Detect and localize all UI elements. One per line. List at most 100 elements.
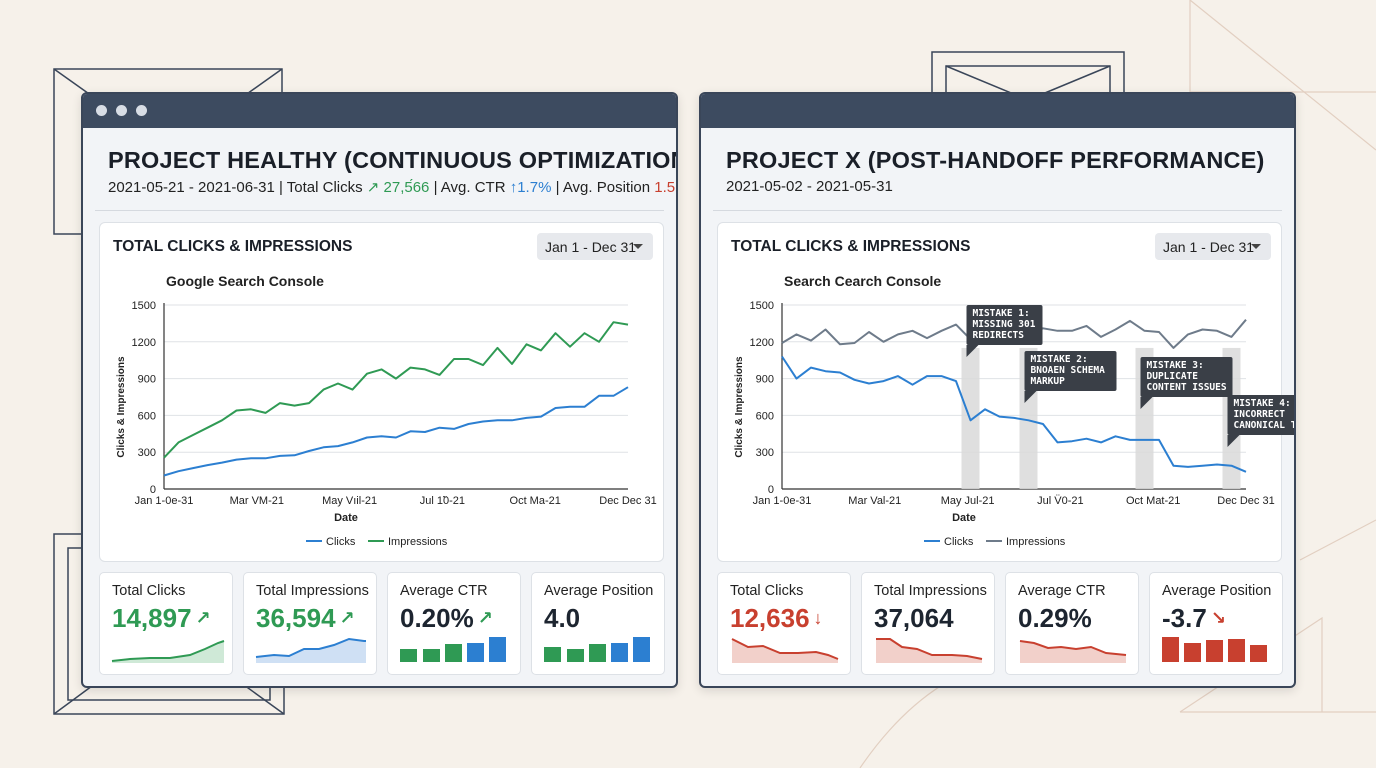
callout-text: CONTENT ISSUES — [1147, 382, 1227, 393]
chart-panel: TOTAL CLICKS & IMPRESSIONS Jan 1 - Dec 3… — [717, 222, 1294, 562]
metric-number: 0.29% — [1018, 603, 1092, 633]
series-line-impressions — [163, 321, 629, 459]
clicks-impressions-chart: 0 300 600 900 1200 1500 Jan 1-0e-31 Mar Val-21 M… — [734, 300, 1294, 548]
callout-text: BNOAEN SCHEMA — [1031, 365, 1106, 376]
metric-value: 14,897 ↗ — [112, 603, 211, 634]
sparkline-bars — [1162, 637, 1267, 662]
date-range-text: 2021-05-02 - 2021-05-31 — [726, 178, 893, 195]
divider — [95, 210, 664, 211]
callout-text: CANONICAL TAGS — [1234, 420, 1297, 431]
clicks-impressions-chart: 0 300 600 900 1200 1500 Jan 1-0e-31 Mar VM-21 Ma… — [116, 300, 657, 548]
chart-subtitle: Search Cearch Console — [784, 273, 942, 289]
date-range-label: Jan 1 - Dec 31 — [1163, 238, 1255, 255]
callout-text: DUPLICATE — [1147, 371, 1199, 382]
legend-label: Impressions — [388, 536, 448, 548]
window-dot-icon[interactable] — [136, 105, 147, 116]
metric-label: Total Impressions — [256, 583, 369, 599]
sparkline-bars — [544, 637, 650, 662]
y-tick-label: 1200 — [750, 337, 774, 349]
metric-value: 12,636 ↓ — [730, 603, 823, 634]
metric-label: Total Impressions — [874, 583, 987, 599]
callout-text: MARKUP — [1031, 376, 1066, 387]
metric-number: 37,064 — [874, 603, 954, 633]
metric-card-average-position[interactable]: Average Position -3.7 ↘ — [1149, 572, 1283, 675]
metric-label: Total Clicks — [112, 583, 186, 599]
metric-label: Average Position — [1162, 583, 1272, 599]
summary-separator: | Avg. CTR — [429, 179, 510, 196]
trend-down-icon: ↘ — [1210, 608, 1226, 628]
metric-number: 4.0 — [544, 603, 581, 633]
metric-label: Average CTR — [400, 583, 488, 599]
metric-value: 0.29% — [1018, 603, 1092, 634]
metric-card-total-clicks[interactable]: Total Clicks 14,897 ↗ — [99, 572, 233, 675]
metric-value: 37,064 — [874, 603, 954, 634]
x-tick-label: Oct Mat-21 — [1126, 495, 1180, 507]
date-range-dropdown[interactable]: Jan 1 - Dec 31 — [1155, 233, 1271, 260]
y-tick-label: 0 — [768, 484, 774, 496]
project-healthy-window: PROJECT HEALTHY (CONTINUOUS OPTIMIZATION… — [81, 92, 678, 688]
metric-card-total-clicks[interactable]: Total Clicks 12,636 ↓ — [717, 572, 851, 675]
panel-title: TOTAL CLICKS & IMPRESSIONS — [113, 238, 353, 255]
series-line-clicks — [781, 355, 1247, 473]
callout-text: REDIRECTS — [973, 330, 1025, 341]
y-tick-label: 0 — [150, 484, 156, 496]
date-range-dropdown[interactable]: Jan 1 - Dec 31 — [537, 233, 653, 260]
y-axis-label: Clicks & Impressions — [116, 356, 127, 458]
legend-label: Impressions — [1006, 536, 1066, 548]
x-tick-label: Jul 1̃0-21 — [420, 495, 465, 507]
callout-text: MISTAKE 4: — [1234, 398, 1291, 409]
project-x-window: PROJECT X (POST-HANDOFF PERFORMANCE) 202… — [699, 92, 1296, 688]
y-tick-label: 900 — [138, 374, 156, 386]
y-tick-label: 1200 — [132, 337, 156, 349]
x-tick-label: Oct Ma-21 — [510, 495, 561, 507]
page-title: PROJECT HEALTHY (CONTINUOUS OPTIMIZATION… — [108, 147, 678, 173]
window-dot-icon[interactable] — [96, 105, 107, 116]
x-axis-label: Date — [334, 512, 358, 524]
metric-number: 14,897 — [112, 603, 192, 633]
y-tick-label: 1500 — [750, 300, 774, 312]
x-tick-label: Dec Dec 31 — [599, 495, 656, 507]
divider — [713, 210, 1282, 211]
callout-text: MISTAKE 1: — [973, 308, 1030, 319]
metric-number: 36,594 — [256, 603, 336, 633]
sparkline-area — [255, 637, 366, 663]
window-dot-icon[interactable] — [116, 105, 127, 116]
date-range-text: 2021-05-21 - 2021-06-31 — [108, 179, 275, 196]
sparkline-bars — [400, 637, 506, 662]
callout-pointer — [966, 345, 979, 357]
trend-down-icon: ↓ — [813, 608, 823, 628]
x-tick-label: Mar Val-21 — [848, 495, 901, 507]
callout-text: INCORRECT — [1234, 409, 1286, 420]
y-tick-label: 1500 — [132, 300, 156, 312]
summary-separator: | Total Clicks — [274, 179, 367, 196]
metric-card-total-impressions[interactable]: Total Impressions 36,594 ↗ — [243, 572, 377, 675]
sparkline-area — [731, 638, 839, 663]
summary-separator: | Avg. Position — [551, 179, 655, 196]
metric-value: -3.7 ↘ — [1162, 603, 1226, 634]
y-tick-label: 600 — [138, 410, 156, 422]
sparkline-area — [111, 640, 225, 663]
callout-pointer — [1227, 435, 1240, 447]
metric-label: Total Clicks — [730, 583, 804, 599]
metric-value: 4.0 — [544, 603, 580, 634]
x-axis-label: Date — [952, 512, 976, 524]
x-tick-label: May Jul-21 — [941, 495, 995, 507]
metric-value: 36,594 ↗ — [256, 603, 355, 634]
caret-down-icon — [633, 244, 643, 249]
metric-card-total-impressions[interactable]: Total Impressions 37,064 — [861, 572, 995, 675]
metric-card-average-ctr[interactable]: Average CTR 0.29% — [1005, 572, 1139, 675]
trend-up-icon: ↗ — [339, 608, 355, 628]
chart-subtitle: Google Search Console — [166, 273, 324, 289]
metric-card-average-ctr[interactable]: Average CTR 0.20% ↗ — [387, 572, 521, 675]
metric-label: Average Position — [544, 583, 654, 599]
y-axis-label: Clicks & Impressions — [734, 356, 745, 458]
metric-number: 12,636 — [730, 603, 810, 633]
series-line-clicks — [163, 386, 629, 477]
legend-label: Clicks — [326, 536, 356, 548]
x-tick-label: Jan 1-0e-31 — [753, 495, 812, 507]
metric-card-average-position[interactable]: Average Position 4.0 — [531, 572, 665, 675]
